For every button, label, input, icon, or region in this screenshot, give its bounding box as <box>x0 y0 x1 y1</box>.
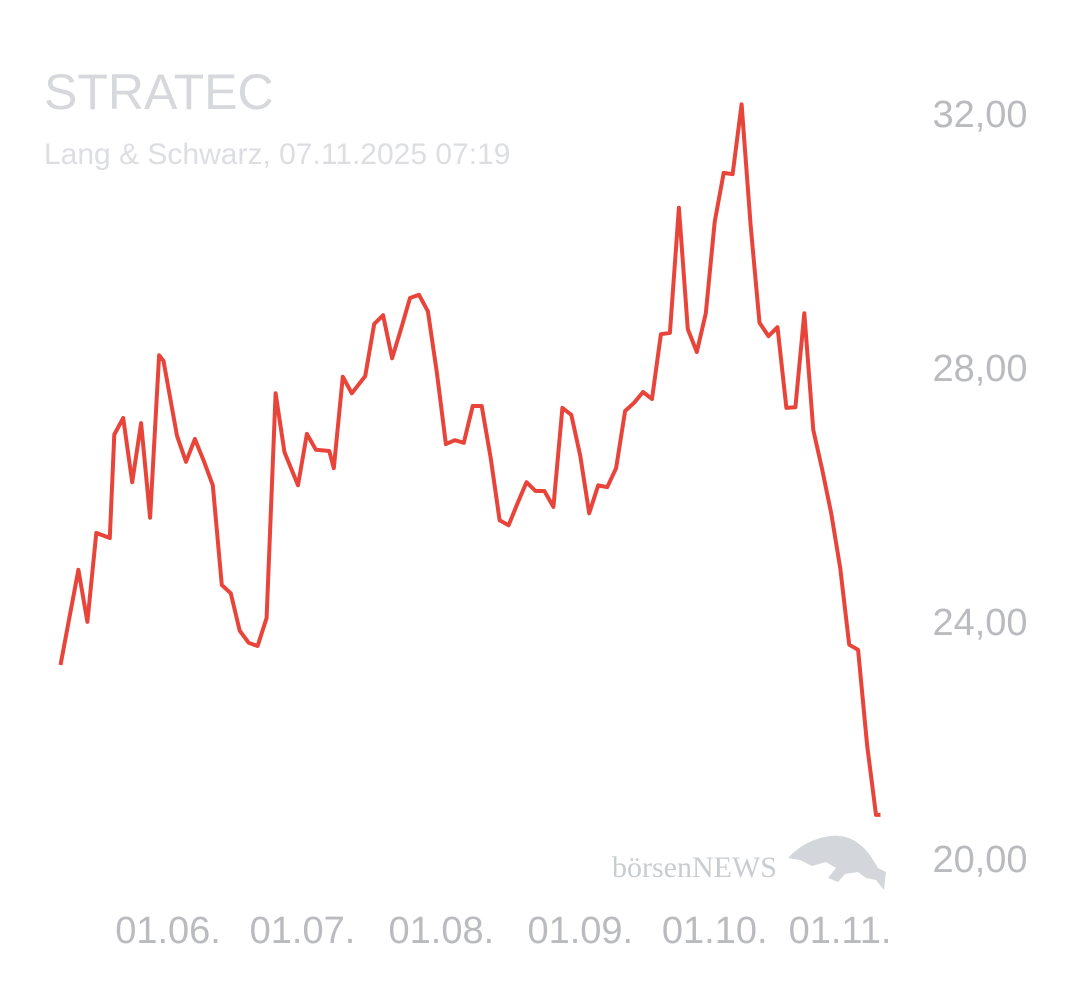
x-tick-label: 01.06. <box>115 910 221 952</box>
x-tick-label: 01.11. <box>789 910 892 952</box>
chart-title: STRATEC <box>44 64 274 120</box>
y-tick-label: 24,00 <box>932 602 1027 644</box>
y-tick-label: 32,00 <box>932 94 1027 136</box>
x-tick-label: 01.09. <box>527 910 633 952</box>
chart-subtitle: Lang & Schwarz, 07.11.2025 07:19 <box>44 138 510 171</box>
price-line <box>58 102 881 817</box>
x-tick-label: 01.08. <box>389 910 495 952</box>
y-tick-label: 28,00 <box>932 348 1027 390</box>
y-tick-label: 20,00 <box>932 839 1027 881</box>
watermark-bull <box>788 835 886 890</box>
x-tick-label: 01.07. <box>250 910 356 952</box>
watermark: börsenNEWS <box>612 851 777 884</box>
x-tick-label: 01.10. <box>662 910 768 952</box>
